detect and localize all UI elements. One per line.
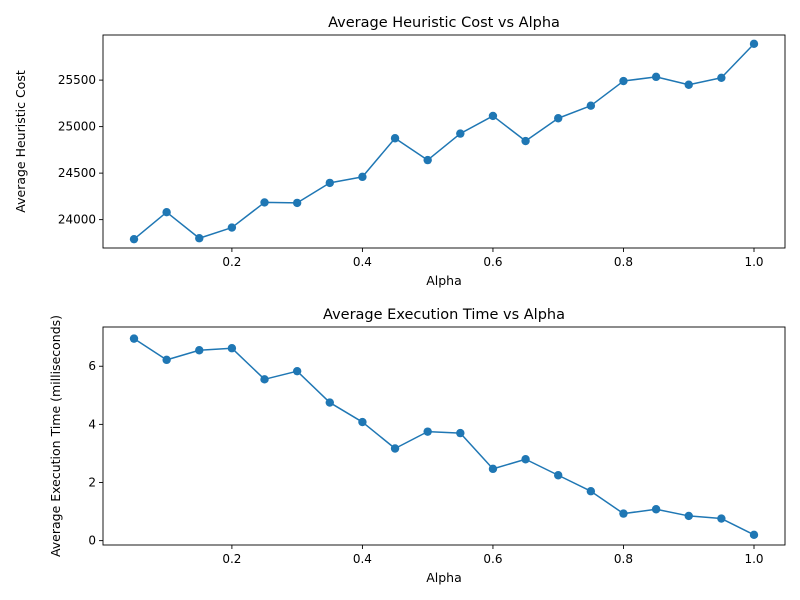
y-tick-label: 4	[88, 417, 96, 431]
data-point	[129, 334, 139, 343]
x-axis-label: Alpha	[426, 570, 462, 585]
data-point	[227, 223, 237, 232]
data-point	[586, 487, 596, 496]
data-point	[260, 375, 269, 384]
data-point	[456, 428, 465, 438]
data-point	[162, 207, 171, 217]
data-point	[162, 355, 171, 365]
data-point	[423, 155, 432, 165]
data-point	[554, 114, 563, 123]
x-tick-label: 0.2	[222, 552, 241, 566]
data-point	[717, 73, 726, 82]
data-point	[390, 134, 400, 143]
data-point	[619, 509, 628, 518]
data-point	[749, 530, 759, 540]
data-point	[521, 455, 530, 464]
chart-title: Average Heuristic Cost vs Alpha	[328, 15, 560, 31]
data-point	[390, 444, 400, 453]
x-tick-label: 0.2	[222, 255, 241, 269]
x-tick-label: 0.8	[614, 552, 633, 566]
y-tick-label: 24000	[58, 213, 96, 227]
data-point	[195, 234, 204, 243]
data-point	[456, 129, 465, 138]
data-point	[554, 471, 563, 480]
x-tick-label: 0.4	[353, 255, 372, 269]
y-tick-label: 25000	[58, 120, 96, 134]
data-point	[260, 198, 269, 207]
data-point	[423, 427, 432, 436]
data-point	[325, 398, 334, 407]
data-point	[749, 39, 759, 49]
data-point	[195, 346, 204, 355]
x-axis-label: Alpha	[426, 273, 462, 288]
chart-title: Average Execution Time vs Alpha	[323, 307, 565, 323]
data-point	[684, 511, 693, 521]
y-tick-label: 2	[88, 476, 96, 490]
x-tick-label: 0.4	[353, 552, 372, 566]
data-point	[488, 111, 498, 121]
chart-panel-1: Average Heuristic Cost vs Alpha 0.2 0.4 0.6…	[13, 15, 786, 288]
x-tick-label: 0.8	[614, 255, 633, 269]
y-tick-label: 24500	[58, 166, 96, 180]
chart-panel-2: Average Execution Time vs Alpha 0.2 0.4 0.6…	[48, 307, 786, 585]
y-tick-label: 25500	[58, 73, 96, 87]
series-line	[133, 338, 755, 536]
y-axis-label: Average Heuristic Cost	[13, 70, 28, 213]
data-point	[227, 344, 237, 353]
y-tick-label: 6	[88, 359, 96, 373]
data-point	[651, 505, 661, 514]
data-point	[358, 417, 367, 427]
y-tick-label: 0	[88, 534, 96, 548]
data-point	[717, 514, 726, 523]
x-tick-label: 1.0	[744, 552, 763, 566]
data-point	[619, 76, 628, 86]
x-tick-label: 0.6	[483, 255, 502, 269]
data-point	[292, 366, 302, 376]
data-point	[488, 464, 498, 474]
series-line	[133, 43, 755, 240]
data-point	[586, 101, 596, 110]
data-point	[358, 172, 367, 182]
data-point	[292, 198, 302, 208]
plot-frame	[102, 326, 786, 546]
plot-frame	[102, 34, 786, 249]
data-point	[651, 72, 661, 82]
x-tick-label: 1.0	[744, 255, 763, 269]
data-point	[521, 136, 530, 146]
data-point	[684, 80, 693, 89]
y-axis-label: Average Execution Time (milliseconds)	[48, 315, 63, 557]
x-tick-label: 0.6	[483, 552, 502, 566]
data-point	[129, 234, 139, 244]
data-point	[325, 178, 334, 188]
